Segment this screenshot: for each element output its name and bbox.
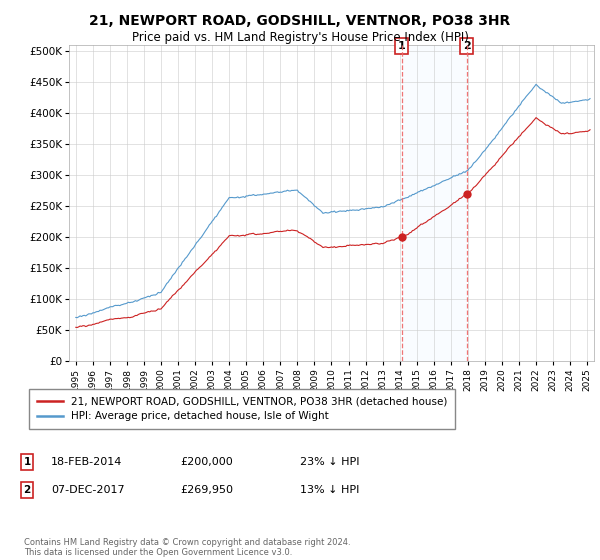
Legend: 21, NEWPORT ROAD, GODSHILL, VENTNOR, PO38 3HR (detached house), HPI: Average pri: 21, NEWPORT ROAD, GODSHILL, VENTNOR, PO3… (29, 389, 455, 429)
Text: Price paid vs. HM Land Registry's House Price Index (HPI): Price paid vs. HM Land Registry's House … (131, 31, 469, 44)
Text: 18-FEB-2014: 18-FEB-2014 (51, 457, 122, 467)
Text: 23% ↓ HPI: 23% ↓ HPI (300, 457, 359, 467)
Text: 2: 2 (463, 41, 470, 51)
Text: 13% ↓ HPI: 13% ↓ HPI (300, 485, 359, 495)
Text: £200,000: £200,000 (180, 457, 233, 467)
Text: 2: 2 (23, 485, 31, 495)
Text: Contains HM Land Registry data © Crown copyright and database right 2024.
This d: Contains HM Land Registry data © Crown c… (24, 538, 350, 557)
Text: £269,950: £269,950 (180, 485, 233, 495)
Text: 1: 1 (23, 457, 31, 467)
Text: 1: 1 (398, 41, 406, 51)
Text: 21, NEWPORT ROAD, GODSHILL, VENTNOR, PO38 3HR: 21, NEWPORT ROAD, GODSHILL, VENTNOR, PO3… (89, 14, 511, 28)
Bar (402, 45, 467, 361)
Text: 07-DEC-2017: 07-DEC-2017 (51, 485, 125, 495)
